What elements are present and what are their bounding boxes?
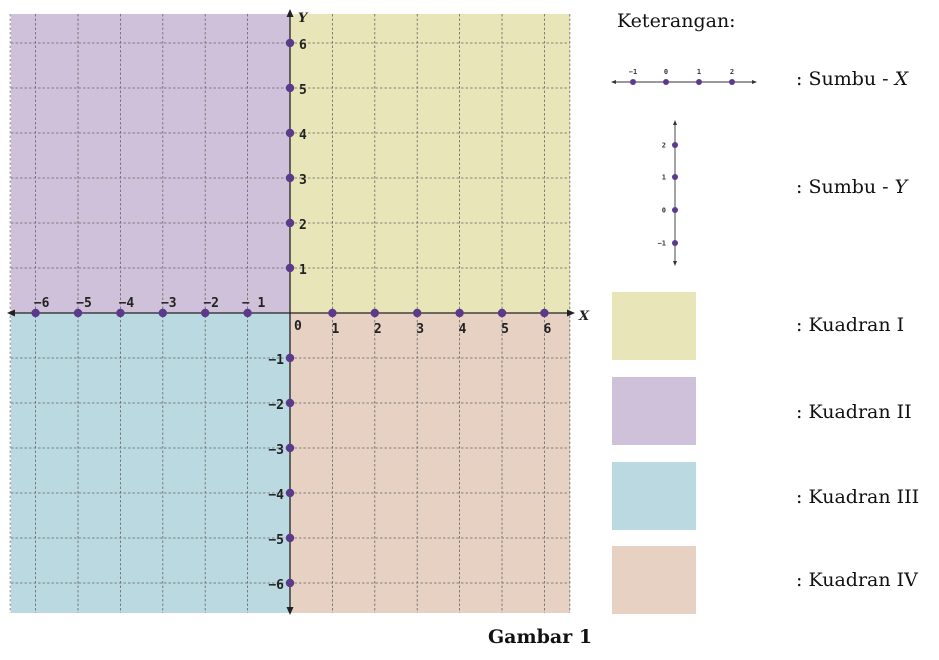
axis-points [31, 38, 549, 588]
y-axis-point [285, 218, 295, 228]
y-axis-point [285, 38, 295, 48]
x-tick-label: −3 [161, 296, 177, 311]
x-axis-point [73, 308, 83, 318]
x-axis-point [158, 308, 167, 318]
legend-swatch-kuadran-2 [612, 377, 696, 445]
legend-y-tick-label: 1 [662, 174, 666, 182]
legend-x-left-arrow-icon [611, 80, 616, 84]
legend-x-point [696, 79, 702, 85]
x-axis-point [540, 308, 549, 318]
x-axis-left-arrow-icon [7, 309, 15, 317]
legend-y-top-arrow-icon [673, 120, 677, 125]
y-tick-label: 6 [299, 38, 307, 53]
x-axis-point [455, 308, 464, 318]
x-axis [7, 309, 575, 317]
y-tick-label: −6 [268, 578, 284, 593]
y-axis-point [285, 83, 295, 93]
origin-label: 0 [294, 319, 302, 334]
y-axis-bottom-arrow-icon [286, 607, 294, 615]
quadrant-1-region [290, 14, 570, 313]
quadrant-4-region [290, 313, 570, 613]
legend-x-tick-label: 1 [697, 68, 701, 76]
x-axis-point [31, 308, 40, 318]
y-tick-label: 3 [299, 173, 307, 188]
y-tick-label: 4 [299, 128, 307, 143]
x-tick-label: 3 [416, 322, 424, 337]
legend-x-point [729, 79, 735, 85]
x-tick-label: −2 [203, 296, 219, 311]
y-axis-point [285, 128, 295, 138]
legend-y-point [672, 207, 678, 213]
y-axis-point [285, 443, 295, 453]
x-axis-point [497, 308, 507, 318]
y-tick-label: 1 [299, 263, 307, 278]
axis-tick-labels: −6 −5 −4 −3 −2 − 1 1 2 3 4 5 6 1 2 3 4 5 6 −1 −2 −3 −4 −5 −6 [34, 38, 552, 593]
x-tick-label: −6 [34, 296, 50, 311]
x-tick-label: 2 [374, 322, 382, 337]
legend-y-tick-label: 2 [662, 142, 666, 150]
legend-label-kuadran-4: : Kuadran IV [796, 569, 918, 591]
y-axis-point [285, 173, 295, 183]
legend-title: Keterangan: [617, 10, 736, 32]
quadrant-3-region [11, 313, 290, 613]
legend-y-tick-label: 0 [662, 207, 666, 215]
x-tick-label: 1 [331, 322, 339, 337]
x-tick-label: 4 [459, 322, 467, 337]
x-axis-point [201, 308, 210, 318]
legend-x-tick-label: 0 [664, 68, 668, 76]
y-axis-point [285, 488, 295, 498]
y-tick-label: −2 [268, 398, 284, 413]
y-axis-point [285, 533, 295, 543]
y-axis [286, 9, 294, 615]
x-tick-label: 6 [543, 322, 551, 337]
y-tick-label: −4 [268, 488, 284, 503]
quadrant-2-region [11, 14, 290, 313]
x-axis-point [243, 308, 252, 318]
legend-label-sumbu-x: : Sumbu - X [796, 68, 910, 90]
legend-swatch-kuadran-1 [612, 292, 696, 360]
legend-y-point [672, 142, 678, 148]
legend-x-right-arrow-icon [752, 80, 757, 84]
x-tick-label: −4 [119, 296, 135, 311]
x-axis-right-arrow-icon [567, 309, 575, 317]
x-axis-point [116, 308, 125, 318]
legend-x-point [630, 79, 636, 85]
legend-x-tick-label: 2 [730, 68, 734, 76]
legend-x-tick-label: −1 [629, 68, 637, 76]
legend-label-sumbu-y: : Sumbu - Y [796, 176, 910, 198]
y-axis-point [285, 263, 295, 273]
y-axis-point [285, 578, 295, 588]
legend-y-tick-label: −1 [658, 240, 666, 248]
x-tick-label: 5 [501, 322, 509, 337]
legend-y-point [672, 240, 678, 246]
legend-x-axis-sample: −1 0 1 2 [611, 68, 757, 85]
y-tick-label: −3 [268, 443, 284, 458]
y-axis-label: Y [298, 11, 309, 26]
x-tick-label: −5 [76, 296, 92, 311]
x-axis-point [328, 308, 337, 318]
x-axis-point [413, 308, 422, 318]
legend-x-point [663, 79, 669, 85]
legend-y-point [672, 174, 678, 180]
legend-y-axis-sample: 2 1 0 −1 [658, 120, 678, 266]
y-axis-point [285, 398, 295, 408]
legend-label-kuadran-2: : Kuadran II [796, 401, 912, 423]
legend-label-kuadran-3: : Kuadran III [796, 486, 919, 508]
legend-swatch-kuadran-3 [612, 462, 696, 530]
legend-label-kuadran-1: : Kuadran I [796, 314, 904, 336]
x-axis-label: X [578, 309, 590, 324]
legend-swatch-kuadran-4 [612, 546, 696, 614]
y-tick-label: −5 [268, 533, 284, 548]
y-axis-point [285, 353, 295, 363]
figure-caption: Gambar 1 [488, 626, 592, 648]
y-tick-label: 2 [299, 218, 307, 233]
y-tick-label: 5 [299, 83, 307, 98]
legend-y-bottom-arrow-icon [673, 261, 677, 266]
x-axis-point [370, 308, 379, 318]
y-axis-top-arrow-icon [286, 9, 294, 17]
y-tick-label: −1 [268, 353, 284, 368]
x-tick-label: − 1 [242, 296, 266, 311]
